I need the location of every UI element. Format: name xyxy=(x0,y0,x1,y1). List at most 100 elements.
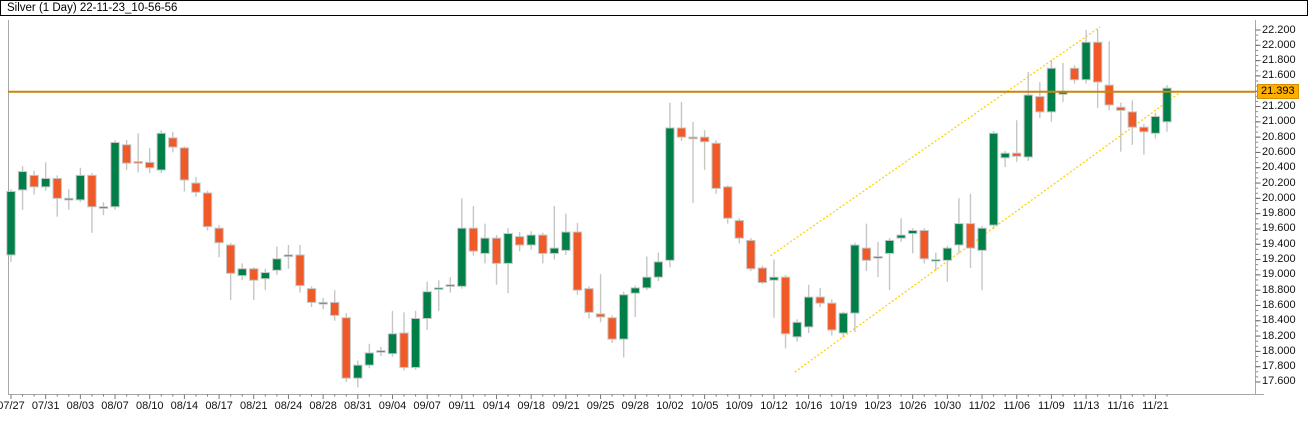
candle-body xyxy=(364,352,375,366)
candle-body xyxy=(977,227,987,251)
candle-body xyxy=(1023,94,1033,158)
x-axis-label: 10/16 xyxy=(794,400,823,412)
x-axis-label: 10/19 xyxy=(829,400,858,412)
candle-body xyxy=(64,197,74,201)
y-axis-label: 17.600 xyxy=(1262,375,1296,388)
candle-body xyxy=(572,231,583,291)
x-axis-label: 09/21 xyxy=(552,400,580,412)
candle-body xyxy=(1046,67,1057,113)
candle-body xyxy=(595,313,606,318)
candle-body xyxy=(225,244,236,274)
x-axis-label: 11/21 xyxy=(1142,400,1169,412)
x-axis-label: 08/17 xyxy=(205,400,233,412)
candle-body xyxy=(260,272,271,280)
candle-body xyxy=(538,234,548,254)
candle-body xyxy=(98,206,109,209)
candle-body xyxy=(468,227,479,252)
candle-body xyxy=(121,144,132,164)
x-axis-label: 09/11 xyxy=(448,400,476,412)
chart-title-bar: Silver (1 Day) 22-11-23_10-56-56 xyxy=(0,0,1308,16)
x-axis-label: 08/14 xyxy=(170,400,199,412)
x-axis-label: 10/12 xyxy=(760,400,788,412)
candle-body xyxy=(1150,115,1161,134)
candle-body xyxy=(561,231,571,251)
y-axis-label: 21.800 xyxy=(1262,54,1296,67)
candle-body xyxy=(75,174,86,201)
x-axis-label: 09/04 xyxy=(378,400,407,412)
x-axis-label: 08/03 xyxy=(66,400,95,412)
candle-body xyxy=(1035,96,1045,113)
candle-body xyxy=(549,247,560,254)
candle-body xyxy=(746,239,756,270)
candle-body xyxy=(584,288,594,313)
candle-body xyxy=(318,301,328,305)
y-axis-label: 19.000 xyxy=(1262,268,1296,281)
candle-body xyxy=(202,192,213,228)
candle-body xyxy=(711,142,721,189)
x-axis-label: 11/09 xyxy=(1038,400,1065,412)
x-axis-label: 10/26 xyxy=(898,400,927,412)
x-axis-label: 09/18 xyxy=(517,400,545,412)
candle-body xyxy=(40,177,51,188)
x-axis-label: 09/28 xyxy=(621,400,649,412)
y-axis-label: 19.400 xyxy=(1262,237,1296,250)
x-axis-label: 11/02 xyxy=(968,400,996,412)
candle-body xyxy=(52,177,62,199)
candle-body xyxy=(642,276,652,289)
candle-body xyxy=(688,136,698,140)
candle-body xyxy=(1092,41,1103,83)
price-line-label: 21.393 xyxy=(1257,84,1299,100)
candle-body xyxy=(295,254,305,287)
y-axis-label: 19.200 xyxy=(1262,253,1296,266)
candle-body xyxy=(884,239,895,254)
candle-body xyxy=(1127,111,1138,128)
candle-body xyxy=(815,296,825,304)
candle-body xyxy=(676,127,687,138)
candle-body xyxy=(87,174,97,208)
candle-body xyxy=(283,254,294,258)
candle-body xyxy=(503,233,513,264)
candle-body xyxy=(618,294,629,340)
y-axis-label: 20.600 xyxy=(1262,145,1296,158)
candle-body xyxy=(526,234,536,246)
y-axis-label: 21.600 xyxy=(1262,69,1296,82)
candle-body xyxy=(179,147,190,181)
candle-body xyxy=(988,132,999,226)
candle-body xyxy=(630,287,640,294)
candle-body xyxy=(954,223,964,246)
candle-body xyxy=(191,182,201,193)
candle-body xyxy=(850,244,860,314)
candle-body xyxy=(931,259,941,262)
y-axis-label: 20.200 xyxy=(1262,176,1296,189)
candle-body xyxy=(341,317,351,379)
candle-body xyxy=(422,291,432,319)
candle-body xyxy=(306,288,317,303)
candle-body xyxy=(734,220,744,239)
candle-body xyxy=(780,276,791,335)
candle-body xyxy=(376,350,386,353)
candle-body xyxy=(329,301,340,316)
x-axis-label: 10/30 xyxy=(933,400,962,412)
x-axis-label: 09/25 xyxy=(586,400,615,412)
candle-body xyxy=(827,302,837,331)
x-axis-label: 08/28 xyxy=(309,400,337,412)
candle-body xyxy=(665,127,675,261)
candle-body xyxy=(1081,41,1091,81)
candle-body xyxy=(168,137,178,148)
upper-channel-line[interactable] xyxy=(770,26,1101,257)
y-axis-label: 18.000 xyxy=(1262,344,1296,357)
candle-body xyxy=(873,255,883,259)
y-axis-label: 18.800 xyxy=(1262,283,1296,296)
candle-body xyxy=(6,190,16,256)
candle-body xyxy=(1012,152,1022,157)
candle-body xyxy=(965,223,976,249)
candle-body xyxy=(723,186,733,219)
x-axis-label: 09/14 xyxy=(482,400,511,412)
candle-body xyxy=(156,132,166,171)
candle-body xyxy=(1069,67,1080,81)
candle-body xyxy=(757,267,768,284)
lower-channel-line[interactable] xyxy=(794,92,1181,373)
candle-body xyxy=(861,247,872,261)
